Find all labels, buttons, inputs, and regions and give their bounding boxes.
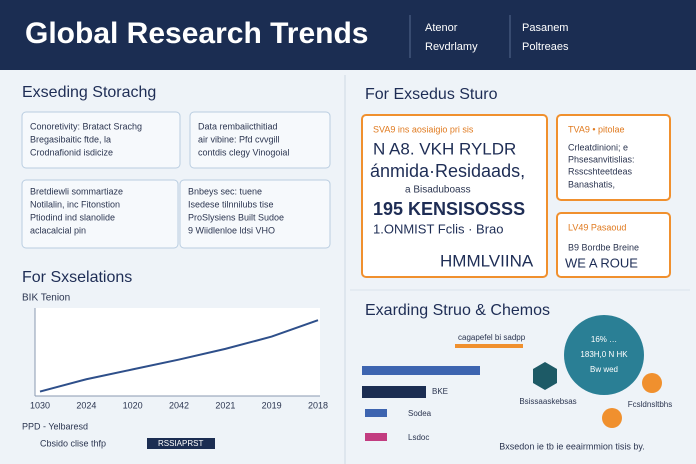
x-tick-label: 2021: [215, 400, 235, 410]
bar: [365, 409, 387, 417]
plot-area: [35, 308, 320, 396]
card-text: Data rembaiicthitiad: [198, 121, 278, 131]
label: Bsissaaskebsas: [519, 397, 576, 406]
card-text: Phsesanvitislias:: [568, 154, 635, 164]
card-text: aclacalcial pin: [30, 225, 86, 235]
card-text: WE A ROUE: [565, 255, 638, 270]
card-text: HMMLVIINA: [440, 251, 534, 270]
card-text: LV49 Pasaoud: [568, 222, 626, 232]
card-text: Crleatdinioni; e: [568, 142, 628, 152]
bar: [365, 433, 387, 441]
circle-text: Bw wed: [590, 365, 618, 374]
badge-text: RSSIAPRST: [158, 439, 203, 448]
label: BKE: [432, 387, 448, 396]
card-text: Banashatis,: [568, 179, 615, 189]
label: Cbsido clise thfp: [40, 438, 106, 448]
label: PPD - Yelbaresd: [22, 421, 88, 431]
footer: Bxsedon ie tb ie eeairmmion tisis by.: [499, 441, 644, 451]
card-text: 1.ONMIST Fclis · Brao: [373, 221, 504, 236]
heading: Exarding Struo & Chemos: [365, 302, 550, 319]
card-text: TVA9 • pitolae: [568, 124, 625, 134]
header-bar: [0, 0, 696, 70]
card-text: 195 KENSISOSSS: [373, 199, 525, 219]
card: [361, 114, 548, 278]
label: Lsdoc: [408, 433, 429, 442]
x-tick-label: 2042: [169, 400, 189, 410]
card-text: Notilalin, inc Fitonstion: [30, 199, 120, 209]
nav-item[interactable]: Revdrlamy: [425, 41, 478, 53]
heading: For Exsedus Sturo: [365, 86, 498, 103]
x-tick-label: 1030: [30, 400, 50, 410]
circle: [564, 315, 644, 395]
card-text: N A8. VKH RYLDR: [373, 139, 516, 158]
card-text: Ptiodind ind slanolide: [30, 212, 115, 222]
x-tick-label: 1020: [123, 400, 143, 410]
nav-item[interactable]: Poltreaes: [522, 41, 569, 53]
line: [39, 319, 319, 393]
subheading: BIK Tenion: [22, 293, 70, 304]
card-text: Isedese tilnnilubs tise: [188, 199, 274, 209]
nav-item[interactable]: Atenor: [425, 22, 458, 34]
dot: [602, 408, 622, 428]
nav-item[interactable]: Pasanem: [522, 22, 568, 34]
card-text: air vibine: Pfd cvvgill: [198, 134, 280, 144]
badge: [147, 438, 215, 449]
card-text: Conoretivity: Bratact Srachg: [30, 121, 142, 131]
dot: [642, 373, 662, 393]
label: cagapefel bi sadpp: [458, 333, 526, 342]
card: [21, 111, 181, 169]
circle-text: 183H,0 N HK: [580, 350, 628, 359]
card-text: contdis clegy Vinogoial: [198, 147, 289, 157]
card-text: Crodnafionid isdicize: [30, 147, 113, 157]
label: Sodea: [408, 409, 432, 418]
card-text: Bregasibaitic ftde, la: [30, 134, 111, 144]
card: [556, 114, 671, 201]
x-tick-label: 2024: [76, 400, 96, 410]
label: Fcsldnsltbhs: [628, 400, 672, 409]
card: [556, 212, 671, 278]
card: [189, 111, 331, 169]
card-text: Bretdiewli sommartiaze: [30, 186, 123, 196]
card-text: Rsscshteetdeas: [568, 166, 633, 176]
circle-text: 16% …: [591, 335, 617, 344]
card-text: 9 Wiidlenloe ldsi VHO: [188, 225, 275, 235]
card-text: ánmida·Residaads,: [370, 161, 525, 181]
hexagon: [533, 362, 557, 390]
card-text: SVA9 ins aosiaigio pri sis: [373, 124, 474, 134]
card: [21, 179, 179, 249]
x-tick-label: 2019: [262, 400, 282, 410]
bar: [362, 366, 480, 375]
title: Global Research Trends: [25, 17, 368, 50]
x-tick-label: 2018: [308, 400, 328, 410]
card: [179, 179, 331, 249]
heading: Exseding Storachg: [22, 84, 156, 101]
card-text: B9 Bordbe Breine: [568, 242, 639, 252]
bar: [362, 386, 426, 398]
bar: [455, 344, 523, 348]
heading: For Sxselations: [22, 269, 132, 286]
card-text: ProSlysiens Built Sudoe: [188, 212, 284, 222]
card-text: a Bisaduboass: [405, 185, 471, 196]
card-text: Bnbeys sec: tuene: [188, 186, 262, 196]
